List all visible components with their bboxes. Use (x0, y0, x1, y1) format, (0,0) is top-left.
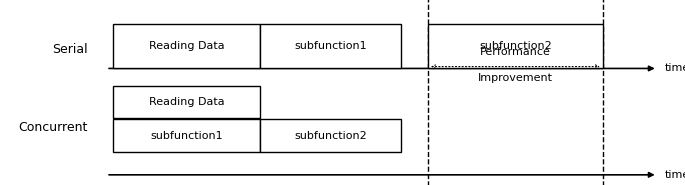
Text: subfunction2: subfunction2 (479, 41, 552, 51)
Text: time: time (664, 63, 685, 73)
Text: subfunction1: subfunction1 (294, 41, 367, 51)
Text: Improvement: Improvement (477, 73, 553, 83)
Text: Reading Data: Reading Data (149, 97, 225, 107)
Bar (428, 24, 603, 68)
Bar (260, 119, 401, 152)
Text: subfunction2: subfunction2 (294, 130, 367, 141)
Text: Performance: Performance (479, 47, 551, 57)
Bar (113, 86, 260, 118)
Bar (113, 24, 260, 68)
Text: Concurrent: Concurrent (18, 121, 88, 134)
Text: Reading Data: Reading Data (149, 41, 225, 51)
Bar (113, 119, 260, 152)
Text: subfunction1: subfunction1 (150, 130, 223, 141)
Text: time: time (664, 170, 685, 180)
Text: Serial: Serial (52, 43, 88, 56)
Bar (260, 24, 401, 68)
